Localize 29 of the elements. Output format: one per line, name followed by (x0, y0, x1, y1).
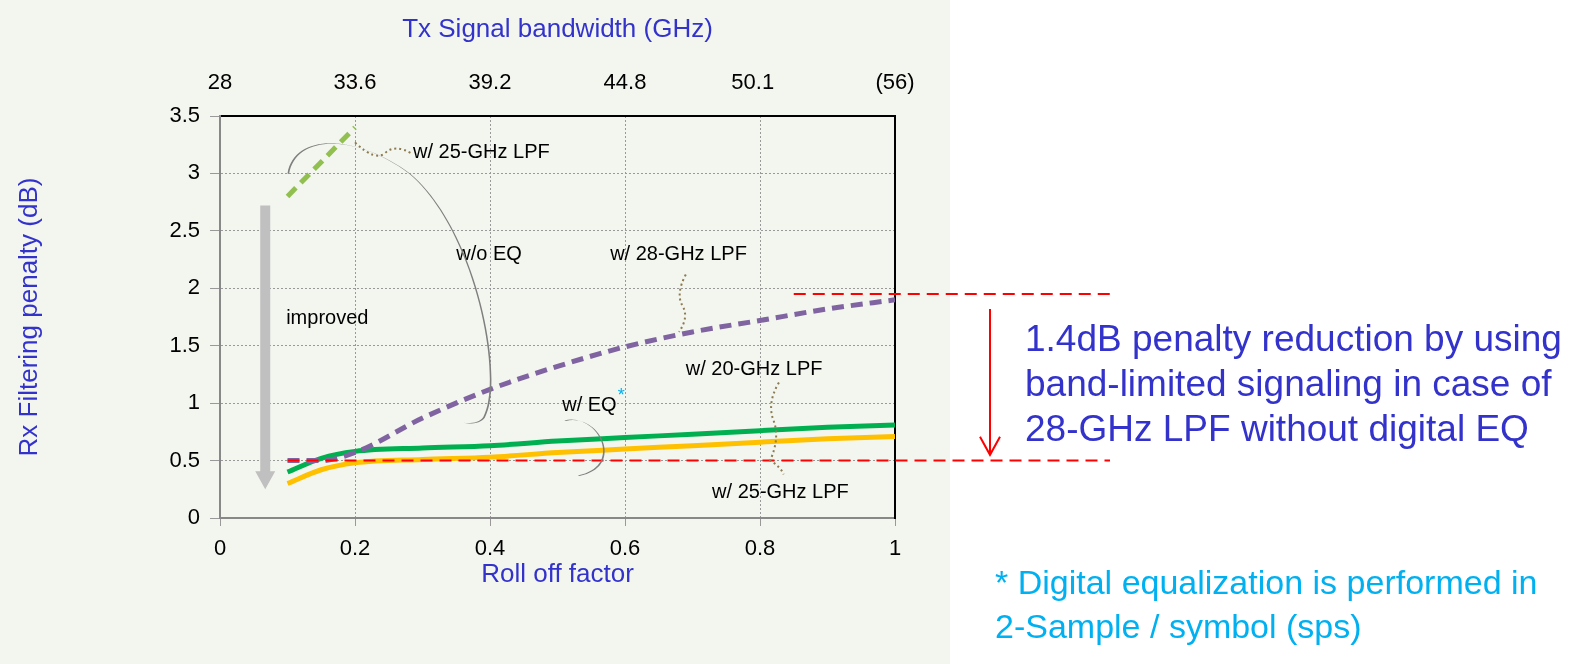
annotation: w/ 25-GHz LPF (412, 140, 550, 163)
y-tick-label: 3.5 (169, 102, 200, 128)
annotation: w/ 28-GHz LPF (609, 242, 747, 265)
annotation: w/ EQ* (561, 385, 625, 415)
y-tick-label: 1.5 (169, 331, 200, 357)
x2-tick-label: 28 (207, 68, 233, 94)
y-axis-title: Rx Filtering penalty (dB) (12, 177, 43, 457)
x2-tick-label: 44.8 (603, 68, 647, 94)
x2-tick-label: 33.6 (333, 68, 377, 94)
y-tick-label: 0.5 (169, 446, 200, 472)
x-tick-label: 1 (888, 535, 902, 561)
x-tick-label: 0 (213, 535, 227, 561)
text: * Digital equalization is performed in 2-Sample / symbol (sps) (995, 563, 1538, 645)
y-tick-label: 2 (187, 274, 200, 300)
x2-tick-label: (56) (875, 68, 915, 94)
x2-tick-label: 50.1 (731, 68, 775, 94)
annotation: w/ 20-GHz LPF (684, 357, 823, 380)
annotation: w/ 25-GHz LPF (711, 480, 849, 503)
x2-tick-label: 39.2 (468, 68, 512, 94)
y-tick-label: 0 (187, 504, 200, 530)
x2-axis-title: Tx Signal bandwidth (GHz) (402, 12, 713, 43)
annotation: improved (286, 305, 369, 328)
x-tick-label: 0.8 (744, 535, 776, 561)
y-tick-label: 1 (187, 389, 200, 415)
x-tick-label: 0.2 (339, 535, 371, 561)
annotation: w/o EQ (455, 242, 522, 265)
y-tick-label: 2.5 (169, 216, 200, 242)
text: 1.4dB penalty reduction by using band-limited signaling in case of 28-GHz LPF without digital EQ (1025, 318, 1562, 449)
y-tick-label: 3 (187, 159, 200, 185)
